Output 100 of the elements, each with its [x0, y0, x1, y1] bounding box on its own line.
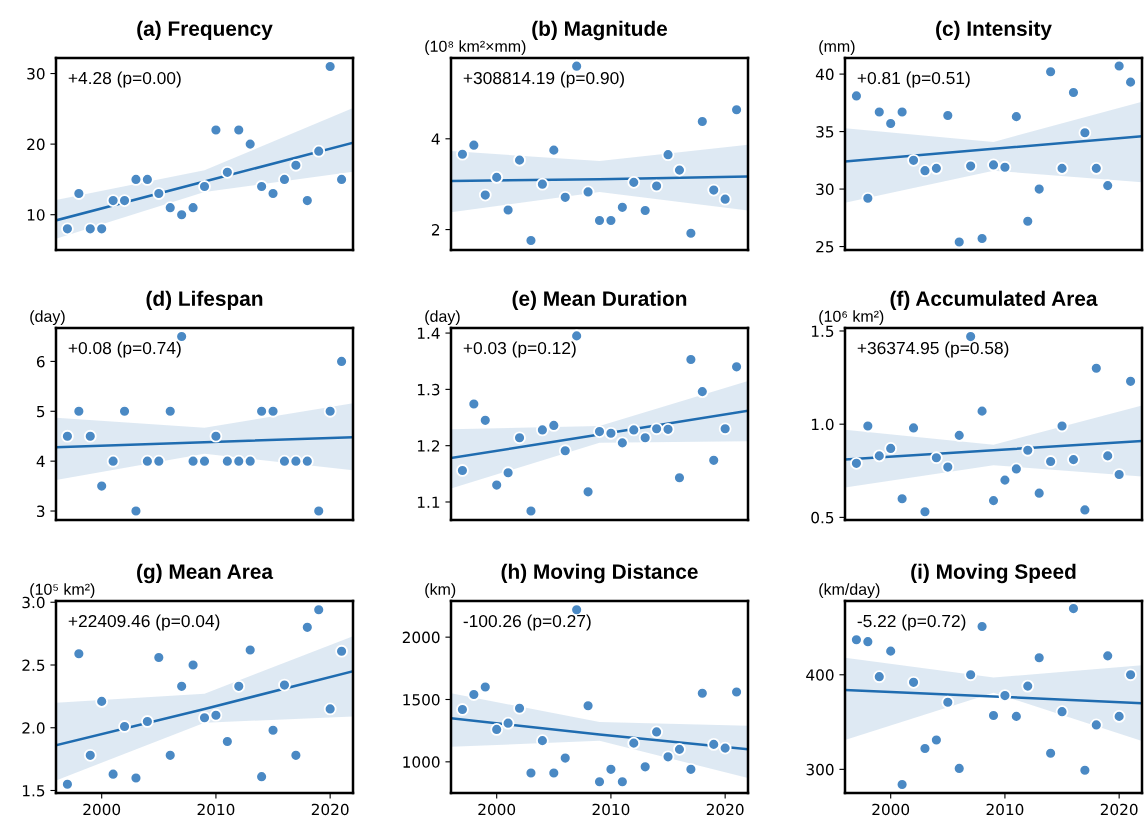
point — [266, 723, 280, 737]
point — [615, 775, 629, 789]
point — [952, 762, 966, 775]
point — [1112, 59, 1126, 73]
x-tick-label: 2000 — [83, 803, 121, 816]
point — [323, 60, 337, 73]
point — [255, 404, 268, 418]
point — [593, 425, 606, 438]
point — [1021, 214, 1035, 228]
point — [895, 105, 909, 119]
point — [918, 164, 932, 178]
point — [152, 187, 166, 200]
point — [186, 201, 200, 215]
y-tick-label: 1.1 — [417, 496, 440, 508]
point — [730, 360, 743, 374]
x-tick-label: 2020 — [311, 803, 349, 816]
point — [524, 504, 538, 518]
point — [861, 635, 875, 649]
point — [907, 421, 920, 435]
point — [884, 644, 898, 658]
x-tick-label: 2000 — [872, 803, 910, 816]
chart-title: (b) Magnitude — [532, 20, 668, 41]
point — [118, 720, 131, 733]
point — [661, 422, 675, 436]
point — [850, 456, 863, 470]
x-tick-label: 2010 — [592, 803, 630, 816]
chart-title: (e) Mean Duration — [512, 290, 687, 311]
point — [918, 505, 932, 519]
point — [673, 163, 686, 177]
point — [335, 644, 348, 658]
point — [163, 201, 177, 215]
y-axis-title: (10⁸ km²×mm) — [425, 40, 526, 56]
point — [1124, 75, 1137, 89]
point — [884, 442, 898, 455]
point — [163, 748, 177, 762]
point — [1044, 746, 1057, 760]
point — [673, 742, 686, 756]
point — [220, 165, 234, 179]
y-tick-label: 400 — [806, 669, 834, 681]
x-tick-label: 2020 — [706, 803, 744, 816]
annotation: +0.03 (p=0.12) — [463, 341, 576, 358]
point — [175, 208, 189, 222]
point — [536, 734, 549, 748]
x-tick-label: 2010 — [197, 803, 235, 816]
point — [661, 148, 675, 162]
point — [1124, 374, 1137, 388]
point — [141, 715, 154, 728]
point — [1078, 763, 1092, 777]
point — [695, 385, 709, 398]
y-tick-label: 2000 — [402, 631, 440, 644]
point — [278, 678, 291, 692]
point — [872, 449, 886, 463]
y-tick-label: 1.5 — [22, 785, 45, 797]
chart-title: (a) Frequency — [137, 20, 273, 41]
point — [300, 454, 314, 468]
point — [872, 105, 886, 119]
annotation: +308814.19 (p=0.90) — [463, 71, 624, 88]
point — [941, 109, 955, 122]
point — [72, 647, 86, 661]
point — [501, 203, 515, 217]
point — [1032, 182, 1046, 196]
point — [695, 686, 709, 700]
point — [1009, 110, 1023, 124]
point — [209, 708, 223, 722]
point — [707, 183, 721, 197]
point — [627, 423, 641, 437]
point — [312, 603, 326, 617]
y-tick-label: 1.2 — [417, 440, 440, 452]
point — [513, 701, 526, 715]
y-tick-label: 30 — [816, 183, 834, 196]
annotation: +22409.46 (p=0.04) — [68, 614, 220, 631]
point — [232, 454, 246, 468]
point — [478, 680, 492, 694]
point — [83, 222, 97, 236]
point — [141, 454, 154, 468]
y-tick-label: 4 — [431, 133, 440, 145]
point — [61, 429, 74, 443]
point — [209, 123, 223, 137]
point — [930, 733, 943, 747]
point — [558, 444, 572, 458]
point — [1055, 705, 1069, 719]
y-tick-label: 6 — [36, 355, 45, 368]
point — [478, 188, 492, 202]
y-tick-label: 25 — [816, 241, 834, 253]
point — [209, 429, 223, 443]
y-axis-title: (10⁵ km²) — [30, 583, 95, 599]
point — [513, 431, 526, 445]
point — [163, 404, 177, 418]
point — [83, 748, 97, 762]
point — [1089, 161, 1103, 175]
y-tick-label: 4 — [36, 455, 45, 467]
point — [695, 115, 709, 128]
point — [61, 222, 74, 236]
point — [467, 138, 481, 152]
point — [490, 171, 504, 184]
y-axis-title: (10⁶ km²) — [819, 310, 884, 326]
point — [1067, 453, 1080, 466]
point — [266, 187, 280, 200]
chart-title: (d) Lifespan — [146, 290, 263, 311]
y-axis-title: (mm) — [819, 40, 855, 56]
